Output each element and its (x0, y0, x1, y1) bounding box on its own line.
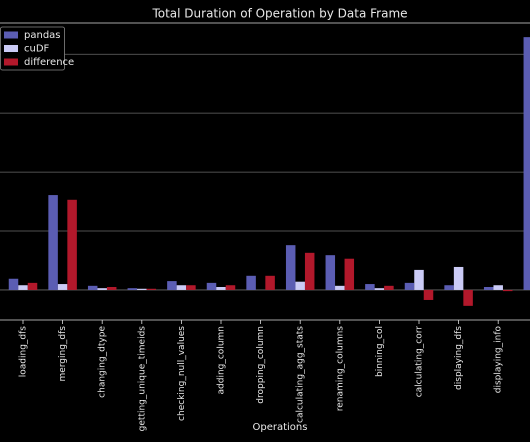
bar (57, 284, 68, 290)
bar (225, 285, 236, 290)
x-tick-label: changing_dtype (98, 326, 108, 398)
x-tick-label: merging_dfs (58, 326, 68, 382)
bar (146, 288, 157, 290)
bar (502, 289, 513, 292)
bar (365, 284, 375, 290)
bar (295, 281, 305, 290)
bar (423, 289, 434, 300)
x-axis-label: Operations (253, 422, 308, 433)
x-tick-label: getting_unique_timeids (137, 326, 147, 432)
x-tick-label: binning_col (375, 326, 385, 377)
bar (186, 285, 196, 290)
bar (374, 288, 385, 290)
legend-label: cuDF (24, 44, 50, 55)
bar (404, 282, 415, 290)
legend-label: pandas (24, 30, 61, 41)
bar (285, 245, 296, 290)
bar (444, 285, 454, 290)
bar (8, 278, 19, 290)
bar (453, 266, 464, 290)
bar (493, 285, 503, 290)
bar (67, 199, 77, 290)
x-tick-label: adding_column (217, 326, 227, 395)
bar (206, 282, 217, 290)
x-tick-label: calculating_agg_stats (296, 326, 306, 423)
bar (106, 287, 117, 290)
legend-label: difference (24, 57, 74, 68)
bar (87, 285, 98, 290)
bar (304, 252, 315, 290)
x-tick-label: calculating_corr (415, 326, 425, 398)
bar (48, 195, 58, 290)
bar (27, 282, 38, 290)
bar (344, 258, 355, 290)
bar (216, 287, 226, 290)
bar (18, 285, 28, 290)
bar (325, 255, 336, 290)
legend-swatch (4, 31, 18, 39)
legend: pandas cuDF difference (0, 26, 74, 71)
bar (176, 285, 187, 290)
x-tick-label: dropping_column (256, 326, 266, 404)
bar (463, 289, 473, 306)
x-tick-label: displaying_info (494, 326, 504, 394)
bar (523, 37, 530, 290)
legend-swatch (4, 58, 18, 66)
bar (483, 287, 494, 290)
bar (137, 288, 147, 290)
bar (167, 281, 177, 290)
bar (335, 285, 345, 290)
bar (265, 275, 275, 290)
chart-title: Total Duration of Operation by Data Fram… (151, 7, 407, 21)
x-tick-label: renaming_columns (335, 326, 345, 412)
x-tick-label: checking_null_values (177, 326, 187, 421)
bar (97, 288, 107, 290)
bar (127, 288, 138, 290)
bar (246, 275, 256, 290)
legend-swatch (4, 45, 18, 52)
bar (384, 285, 394, 290)
bar (414, 269, 424, 290)
x-tick-label: loading_dfs (19, 326, 29, 378)
x-tick-label: displaying_dfs (454, 326, 464, 390)
